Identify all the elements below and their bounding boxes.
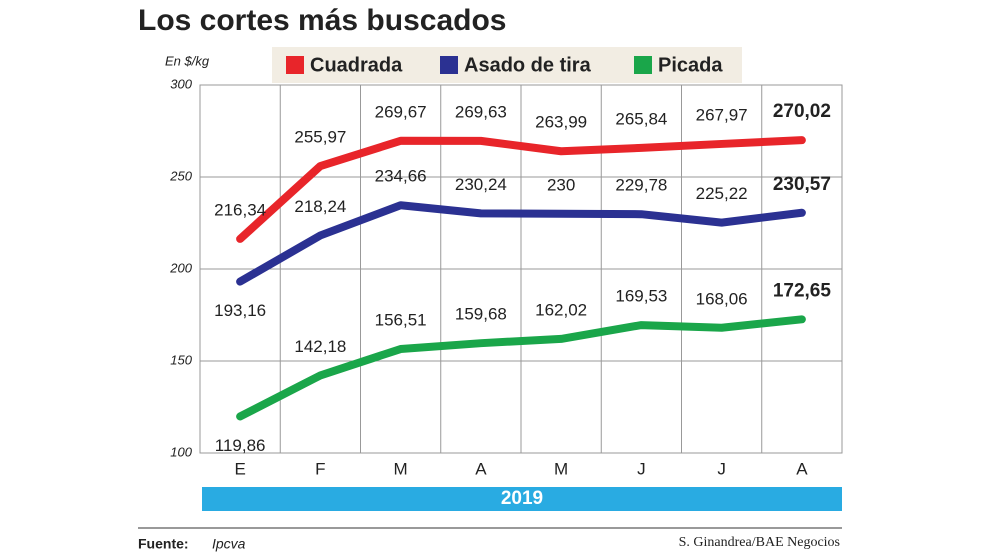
data-label: 230,24 [455, 175, 507, 194]
data-label: 218,24 [294, 197, 346, 216]
x-tick-label: J [717, 459, 726, 478]
legend-label: Picada [658, 54, 723, 76]
data-label: 193,16 [214, 301, 266, 320]
x-tick-label: F [315, 459, 325, 478]
legend-label: Asado de tira [464, 54, 592, 76]
data-label: 234,66 [375, 167, 427, 186]
x-tick-label: M [554, 459, 568, 478]
y-tick-label: 100 [170, 444, 192, 459]
data-label: 216,34 [214, 200, 266, 219]
series-line [236, 136, 806, 243]
x-tick-label: J [637, 459, 646, 478]
y-tick-label: 200 [169, 260, 192, 275]
data-label: 255,97 [294, 127, 346, 146]
x-axis-label: 2019 [501, 488, 543, 509]
chart-title: Los cortes más buscados [138, 4, 506, 37]
series-line [236, 315, 806, 421]
source: Ipcva [212, 536, 246, 552]
data-label: 119,86 [215, 436, 266, 455]
data-label: 269,67 [375, 102, 427, 121]
x-tick-label: A [796, 459, 808, 478]
series-line [236, 201, 806, 286]
x-axis-band [202, 487, 842, 511]
legend-swatch [286, 56, 304, 74]
legend-swatch [440, 56, 458, 74]
data-label: 142,18 [294, 337, 346, 356]
data-label: 230 [547, 175, 575, 194]
data-label: 267,97 [696, 105, 748, 124]
x-tick-label: E [234, 459, 245, 478]
legend-swatch [634, 56, 652, 74]
data-label: 229,78 [615, 176, 667, 195]
data-label: 162,02 [535, 300, 587, 319]
data-label: 156,51 [375, 311, 427, 330]
y-tick-label: 250 [169, 168, 192, 183]
data-label: 263,99 [535, 113, 587, 132]
legend-box [272, 47, 742, 83]
data-label: 169,53 [615, 287, 667, 306]
y-tick-label: 300 [170, 76, 192, 91]
data-label: 168,06 [696, 289, 748, 308]
data-label: 265,84 [615, 109, 667, 128]
legend-label: Cuadrada [310, 54, 403, 76]
source-label: Fuente: [138, 536, 189, 552]
data-label: 159,68 [455, 305, 507, 324]
y-tick-label: 150 [170, 352, 192, 367]
data-label: 225,22 [696, 184, 748, 203]
credit: S. Ginandrea/BAE Negocios [679, 535, 840, 550]
data-label: 269,63 [455, 102, 507, 121]
y-axis-label: En $/kg [165, 53, 210, 68]
data-label: 270,02 [773, 101, 831, 122]
x-tick-label: M [394, 459, 408, 478]
x-tick-label: A [475, 459, 487, 478]
data-label: 230,57 [773, 174, 831, 195]
data-label: 172,65 [773, 280, 832, 301]
